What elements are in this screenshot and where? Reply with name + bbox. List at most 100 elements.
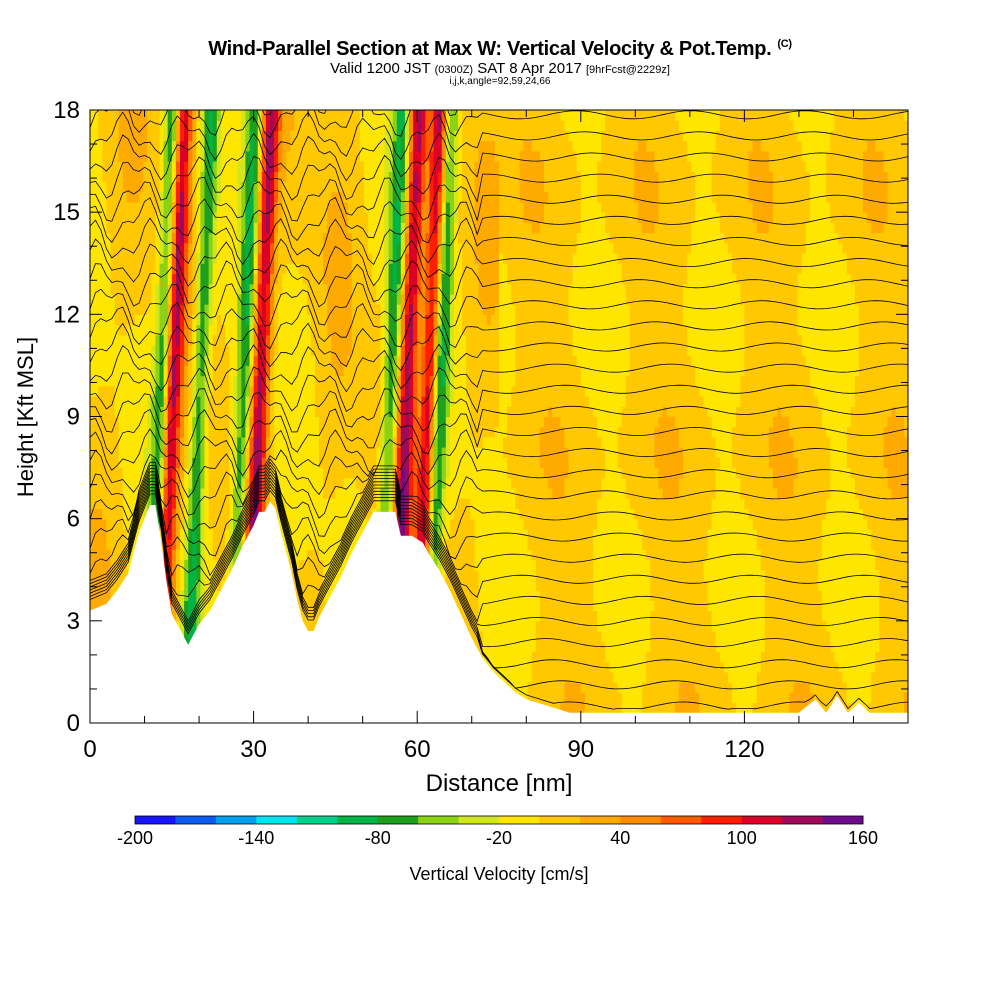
field-cell xyxy=(347,150,353,162)
field-cell xyxy=(143,416,148,428)
field-cell xyxy=(188,559,193,571)
field-cell xyxy=(118,528,124,540)
field-cell xyxy=(200,283,206,295)
field-cell xyxy=(302,426,308,438)
field-cell xyxy=(180,253,185,264)
field-cell xyxy=(167,120,173,131)
field-cell xyxy=(327,375,332,387)
field-cell xyxy=(147,345,152,356)
field-cell xyxy=(278,242,283,254)
field-cell xyxy=(151,253,156,264)
field-cell xyxy=(355,365,361,377)
field-cell xyxy=(118,447,124,458)
field-cell xyxy=(216,293,222,305)
field-cell xyxy=(339,365,345,377)
field-cell xyxy=(151,191,156,203)
field-cell xyxy=(151,242,156,254)
field-cell xyxy=(368,508,373,520)
field-cell xyxy=(192,549,197,561)
field-cell xyxy=(265,365,271,377)
field-cell xyxy=(388,457,394,469)
field-cell xyxy=(343,477,349,489)
field-cell xyxy=(204,385,210,397)
field-cell xyxy=(163,334,169,346)
field-cell xyxy=(290,191,296,203)
field-cell xyxy=(126,212,132,223)
field-cell xyxy=(180,580,185,591)
field-cell xyxy=(143,334,148,346)
field-cell xyxy=(335,232,341,244)
field-cell xyxy=(106,171,112,183)
field-cell xyxy=(102,416,107,428)
field-cell xyxy=(270,120,275,131)
field-cell xyxy=(159,355,165,366)
field-cell xyxy=(184,539,189,550)
field-cell xyxy=(339,130,345,142)
field-cell xyxy=(290,528,296,540)
field-cell xyxy=(249,212,255,223)
field-cell xyxy=(404,232,410,244)
field-cell xyxy=(364,283,369,295)
field-cell xyxy=(196,590,201,601)
field-cell xyxy=(376,222,381,234)
field-cell xyxy=(257,222,263,234)
field-cell xyxy=(310,150,316,162)
field-cell xyxy=(237,477,242,489)
field-cell xyxy=(159,436,165,448)
valid-date: SAT 8 Apr 2017 xyxy=(477,60,582,77)
field-cell xyxy=(396,263,402,274)
field-cell xyxy=(388,334,394,346)
field-cell xyxy=(220,232,226,244)
field-cell xyxy=(208,293,214,305)
field-cell xyxy=(229,201,234,213)
field-cell xyxy=(417,375,422,387)
field-cell xyxy=(216,304,222,315)
field-cell xyxy=(331,232,336,244)
field-cell xyxy=(159,477,165,489)
field-cell xyxy=(310,181,316,193)
field-cell xyxy=(315,549,320,561)
field-cell xyxy=(343,283,349,295)
field-cell xyxy=(184,110,189,121)
field-cell xyxy=(372,283,377,295)
field-cell xyxy=(364,406,369,418)
field-cell xyxy=(319,263,324,274)
field-cell xyxy=(327,314,332,326)
field-cell xyxy=(261,120,267,131)
field-cell xyxy=(278,293,283,305)
field-cell xyxy=(237,539,242,550)
field-cell xyxy=(171,150,177,162)
field-cell xyxy=(286,355,291,366)
field-cell xyxy=(110,110,116,121)
field-cell xyxy=(188,375,193,387)
field-cell xyxy=(225,242,230,254)
field-cell xyxy=(274,355,279,366)
field-cell xyxy=(286,191,291,203)
field-cell xyxy=(229,385,234,397)
field-cell xyxy=(253,253,259,264)
field-cell xyxy=(196,518,201,530)
field-cell xyxy=(400,345,406,356)
field-cell xyxy=(212,161,218,172)
field-cell xyxy=(208,263,214,274)
field-cell xyxy=(343,110,349,121)
field-cell xyxy=(212,314,218,326)
field-cell xyxy=(331,263,336,274)
field-cell xyxy=(294,590,300,601)
field-cell xyxy=(294,120,300,131)
field-cell xyxy=(184,569,189,581)
field-cell xyxy=(294,518,300,530)
field-cell xyxy=(184,181,189,193)
field-cell xyxy=(188,150,193,162)
field-cell xyxy=(233,293,238,305)
field-cell xyxy=(413,253,418,264)
field-cell xyxy=(294,416,300,428)
field-cell xyxy=(184,508,189,520)
field-cell xyxy=(204,528,210,540)
field-cell xyxy=(98,457,103,469)
field-cell xyxy=(257,365,263,377)
field-cell xyxy=(102,273,107,285)
field-cell xyxy=(220,283,226,295)
field-cell xyxy=(184,406,189,418)
field-cell xyxy=(323,426,328,438)
